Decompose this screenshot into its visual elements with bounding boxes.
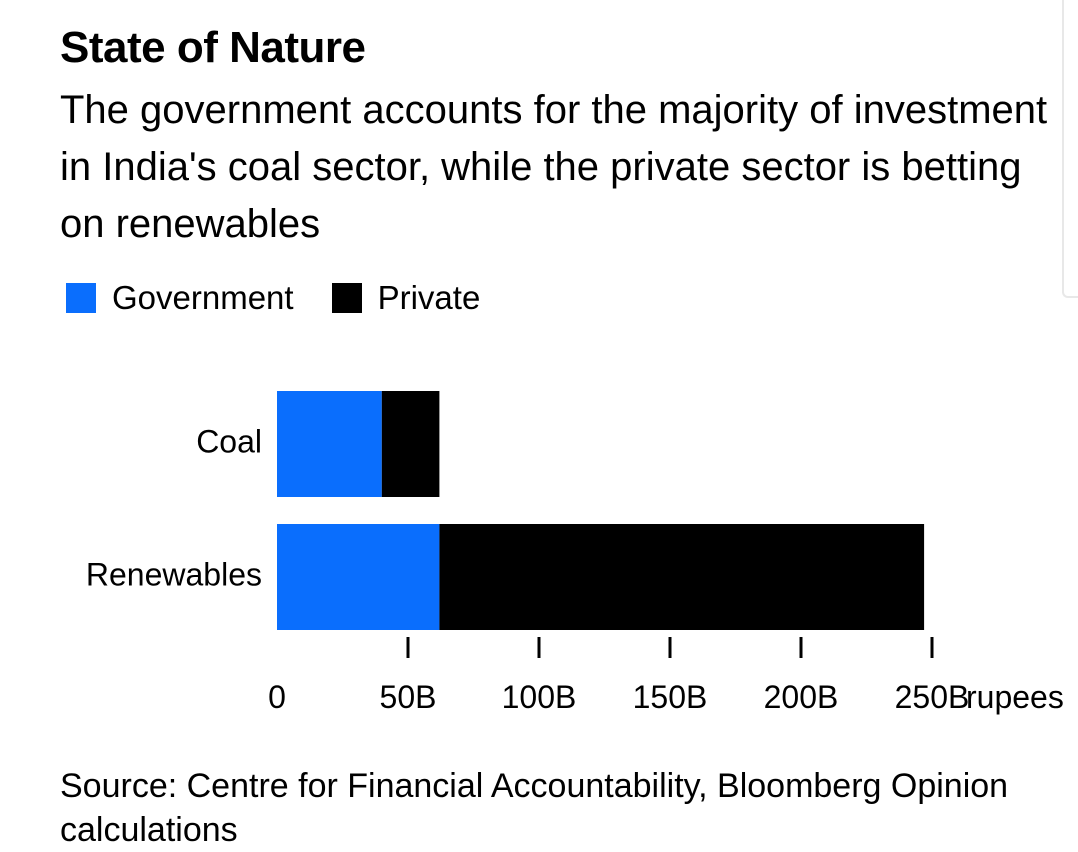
x-tick-label-250B: 250B [895,679,970,715]
category-label-coal: Coal [196,423,262,459]
chart-title: State of Nature [60,23,366,72]
legend: Government Private [66,278,518,318]
x-tick-label-0: 0 [268,679,286,715]
legend-label-private: Private [377,279,481,316]
bar-coal-government [277,391,382,497]
chart-subtitle: The government accounts for the majority… [60,88,1048,246]
x-tick-label-150B: 150B [633,679,708,715]
bar-renewables-government [277,524,440,630]
legend-swatch-government [66,283,96,313]
legend-swatch-private [331,283,362,313]
x-tick-label-200B: 200B [764,679,839,715]
category-label-renewables: Renewables [86,556,262,592]
x-axis-unit-label: rupees [966,679,1064,715]
legend-item-government: Government [66,279,294,317]
legend-item-private: Private [331,279,481,317]
bar-coal-private [381,391,440,497]
scrollbar-edge [1062,0,1078,298]
legend-label-government: Government [112,279,294,316]
source-note: Source: Centre for Financial Accountabil… [60,767,1009,849]
bar-renewables-private [439,524,925,630]
x-tick-label-100B: 100B [502,679,577,715]
x-tick-label-50B: 50B [380,679,437,715]
